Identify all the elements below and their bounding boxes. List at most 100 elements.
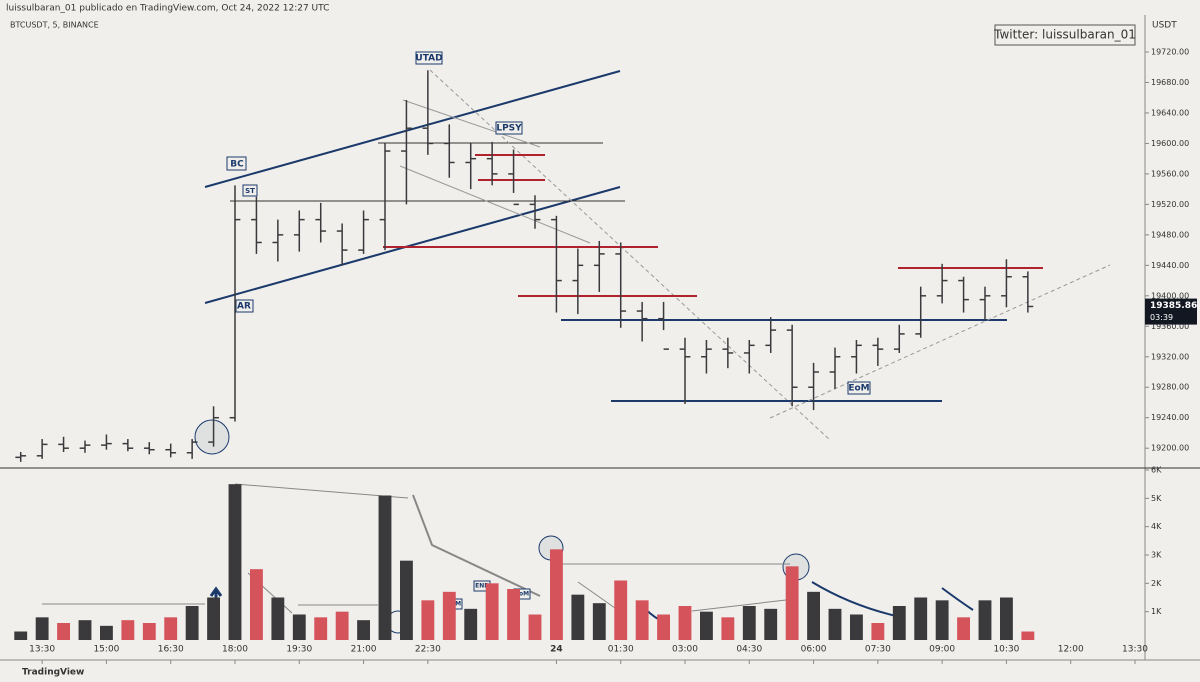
volume-bar [935,600,949,640]
volume-bar [614,580,628,640]
volume-bar [807,591,820,640]
y-tick-label: 19520.00 [1151,200,1189,209]
annotations: BC ST AR UTAD LPSY EoM ENR EoM EoM [226,51,871,610]
volume-bar [292,614,306,640]
x-tick-label: 01:30 [608,645,634,655]
x-tick-label: 13:30 [1122,645,1148,655]
currency: USDT [1152,21,1177,31]
y-tick-label: 19360.00 [1151,322,1189,331]
volume-bar [528,614,542,640]
volume-bar [207,597,220,640]
volume-bar [721,617,735,640]
volume-bar [1021,631,1035,640]
volume-bar [657,614,670,640]
last-price: 19385.86 [1150,301,1197,311]
volume-bar [164,617,178,640]
y2-tick-label: 3K [1151,551,1162,560]
volume-bar [978,600,992,640]
x-tick-label: 03:00 [672,645,698,655]
y2-tick-label: 2K [1151,579,1162,588]
volume-bar [185,606,199,640]
x-tick-label: 21:00 [351,645,377,655]
chart-title: luissulbaran_01 publicado en TradingView… [6,4,329,14]
volume-bar [35,617,49,640]
y-tick-label: 19680.00 [1151,78,1189,87]
x-tick-label: 07:30 [865,645,891,655]
watermark-box [994,24,1136,46]
volume-bar [550,549,563,640]
volume-bar [250,569,263,640]
volume-bar [271,597,285,640]
volume-bar [57,623,70,640]
y-tick-label: 19480.00 [1151,230,1189,239]
x-tick-label: 16:30 [158,645,184,655]
volume-bar [442,591,456,640]
countdown: 03:39 [1150,313,1173,322]
volume-bar [378,495,392,640]
last-price-box [1145,298,1197,325]
volume-bar [121,620,135,640]
y-tick-label: 19720.00 [1151,48,1189,57]
y-tick-label: 19640.00 [1151,108,1189,117]
x-tick-label: 24 [550,645,563,655]
volume-bar [700,611,713,640]
x-tick-label: 12:00 [1058,645,1084,655]
annotation: EoM [848,384,869,394]
volume-bar [635,600,649,640]
volume-bar [1000,597,1013,640]
volume-bar [592,603,606,640]
x-tick-label: 04:30 [736,645,762,655]
volume-bar [228,484,242,640]
x-tick-label: 19:30 [286,645,312,655]
volume-bar [828,608,842,640]
annotation: EoM [515,591,529,598]
footer: TradingView [22,668,84,678]
volume-bar [914,597,928,640]
y-tick-label: 19600.00 [1151,139,1189,148]
volume-bar [785,566,799,640]
volume-bar [742,606,756,640]
volume-bar [142,623,156,640]
volume-bar [14,631,28,640]
annotation: LPSY [496,124,522,134]
x-tick-label: 06:00 [801,645,827,655]
y-tick-label: 19240.00 [1151,413,1189,422]
annotation: ENR [475,583,489,590]
y-tick-label: 19280.00 [1151,383,1189,392]
y2-tick-label: 6K [1151,466,1162,475]
watermark: Twitter: luissulbaran_01 [993,28,1136,42]
x-tick-label: 22:30 [415,645,441,655]
x-tick-label: 15:00 [93,645,119,655]
volume-bar [464,608,478,640]
x-tick-label: 09:00 [929,645,955,655]
volume-bar [507,589,520,640]
volume-bar [357,620,370,640]
annotation: AR [237,302,251,312]
annotation: BC [230,160,244,170]
symbol: BTCUSDT, 5, BINANCE [10,21,99,30]
x-tick-label: 18:00 [222,645,248,655]
y-tick-label: 19320.00 [1151,352,1189,361]
volume-bar [78,620,92,640]
y2-tick-label: 4K [1151,522,1162,531]
y2-tick-label: 5K [1151,494,1162,503]
volume-bar [957,617,970,640]
y-tick-label: 19200.00 [1151,444,1189,453]
volume-bar [571,594,585,640]
volume-bar [335,611,349,640]
y-tick-label: 19400.00 [1151,291,1189,300]
volume-bar [400,560,413,640]
x-tick-label: 13:30 [29,645,55,655]
volume-bar [314,617,328,640]
volume-bar [764,608,778,640]
volume-bar [850,614,863,640]
volume-bar [485,583,499,640]
volume-bar [892,606,906,640]
volume-bar [421,600,435,640]
volume-bar [100,625,113,640]
volume-bar [678,606,692,640]
y-tick-label: 19560.00 [1151,169,1189,178]
y-tick-label: 19440.00 [1151,261,1189,270]
